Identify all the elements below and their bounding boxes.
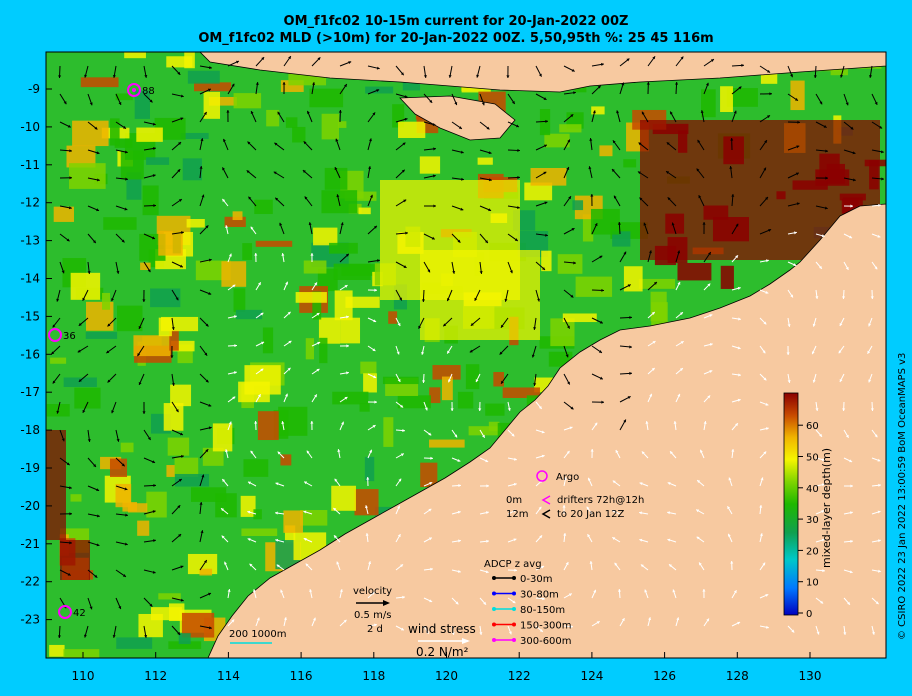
- lon-tick-label: 128: [726, 669, 749, 683]
- colorbar-tick-label: 20: [806, 546, 819, 557]
- map-title-line1: OM_f1fc02 10-15m current for 20-Jan-2022…: [283, 14, 629, 29]
- adcp-legend-label: 0-30m: [520, 574, 552, 585]
- lon-tick-label: 126: [653, 669, 676, 683]
- legend-adcp: ADCP z avg 0-30m 30-80m 80-150m 150-300m 300…: [484, 559, 572, 647]
- adcp-legend-label: 80-150m: [520, 605, 565, 616]
- lon-tick-label: 130: [799, 669, 822, 683]
- svg-text:ADCP z avg: ADCP z avg: [484, 559, 542, 570]
- plot-area: [46, 52, 886, 658]
- svg-text:to 20 Jan 12Z: to 20 Jan 12Z: [557, 509, 624, 520]
- legend-wind-stress: wind stress 0.2 N/m²: [408, 622, 476, 659]
- lat-tick-label: -15: [20, 309, 40, 323]
- legend-drifters: 0m 12m drifters 72h@12h to 20 Jan 12Z: [506, 495, 644, 520]
- svg-text:2 d: 2 d: [367, 624, 383, 635]
- longitude-axis: 110 112 114 116 118 120 122 124 126 128 130: [72, 652, 822, 683]
- lat-tick-label: -21: [20, 537, 40, 551]
- colorbar-tick-label: 30: [806, 515, 819, 526]
- lat-tick-label: -22: [20, 575, 40, 589]
- adcp-legend-label: 30-80m: [520, 590, 559, 601]
- land-australia: [207, 203, 886, 658]
- colorbar-tick-label: 60: [806, 421, 819, 432]
- colorbar-tick-label: 0: [806, 609, 812, 620]
- float-marker-88: 88: [127, 83, 155, 97]
- map-title-line2: OM_f1fc02 MLD (>10m) for 20-Jan-2022 00Z…: [198, 31, 714, 46]
- lat-tick-label: -10: [20, 120, 40, 134]
- lat-tick-label: -13: [20, 234, 40, 248]
- svg-text:200 1000m: 200 1000m: [229, 629, 286, 640]
- svg-text:12m: 12m: [506, 509, 528, 520]
- lon-tick-label: 116: [290, 669, 313, 683]
- svg-text:wind stress: wind stress: [408, 622, 476, 636]
- lat-tick-label: -9: [28, 82, 40, 96]
- lon-tick-label: 122: [508, 669, 531, 683]
- lat-tick-label: -20: [20, 499, 40, 513]
- colorbar-tick-label: 40: [806, 484, 819, 495]
- credit-text: © CSIRO 2022 23 Jan 2022 13:00:59 BoM Oc…: [897, 352, 908, 640]
- lat-tick-label: -23: [20, 613, 40, 627]
- svg-text:drifters 72h@12h: drifters 72h@12h: [557, 495, 644, 506]
- colorbar-label: mixed-layer depth(m): [820, 448, 833, 568]
- plot-frame: [45, 51, 887, 659]
- lat-tick-label: -11: [20, 158, 40, 172]
- lat-tick-label: -16: [20, 347, 40, 361]
- latitude-axis: -9 -10 -11 -12 -13 -14 -15 -16 -17 -18 -19 -20 -21 -2…: [20, 82, 52, 627]
- lat-tick-label: -12: [20, 196, 40, 210]
- lon-tick-label: 110: [72, 669, 95, 683]
- lon-tick-label: 112: [144, 669, 167, 683]
- legend-argo: Argo: [536, 470, 579, 483]
- svg-text:velocity: velocity: [353, 586, 392, 597]
- colorbar: 60 50 40 30 20 10 0 mixed-layer depth(m): [783, 392, 833, 620]
- adcp-legend-label: 300-600m: [520, 636, 572, 647]
- float-marker-42: 42: [58, 605, 86, 619]
- current-arrows: [50, 55, 884, 639]
- lon-tick-label: 114: [217, 669, 240, 683]
- svg-text:0m: 0m: [506, 495, 522, 506]
- lon-tick-label: 120: [435, 669, 458, 683]
- legend-isobaths: 200 1000m: [229, 629, 286, 644]
- svg-text:0.5 m/s: 0.5 m/s: [354, 610, 391, 621]
- land-north: [199, 52, 886, 93]
- svg-text:88: 88: [142, 86, 155, 97]
- colorbar-tick-label: 10: [806, 578, 819, 589]
- lon-tick-label: 118: [362, 669, 385, 683]
- island-timor: [399, 95, 516, 141]
- svg-text:42: 42: [73, 608, 86, 619]
- lat-tick-label: -19: [20, 461, 40, 475]
- svg-text:36: 36: [63, 331, 76, 342]
- adcp-legend-label: 150-300m: [520, 621, 572, 632]
- svg-text:Argo: Argo: [556, 472, 579, 483]
- lat-tick-label: -17: [20, 385, 40, 399]
- legend-velocity: velocity 0.5 m/s 2 d: [353, 586, 392, 635]
- lon-tick-label: 124: [580, 669, 603, 683]
- lat-tick-label: -18: [20, 423, 40, 437]
- colorbar-tick-label: 50: [806, 453, 819, 464]
- svg-text:0.2 N/m²: 0.2 N/m²: [416, 645, 469, 659]
- float-marker-36: 36: [48, 328, 76, 342]
- lat-tick-label: -14: [20, 272, 40, 286]
